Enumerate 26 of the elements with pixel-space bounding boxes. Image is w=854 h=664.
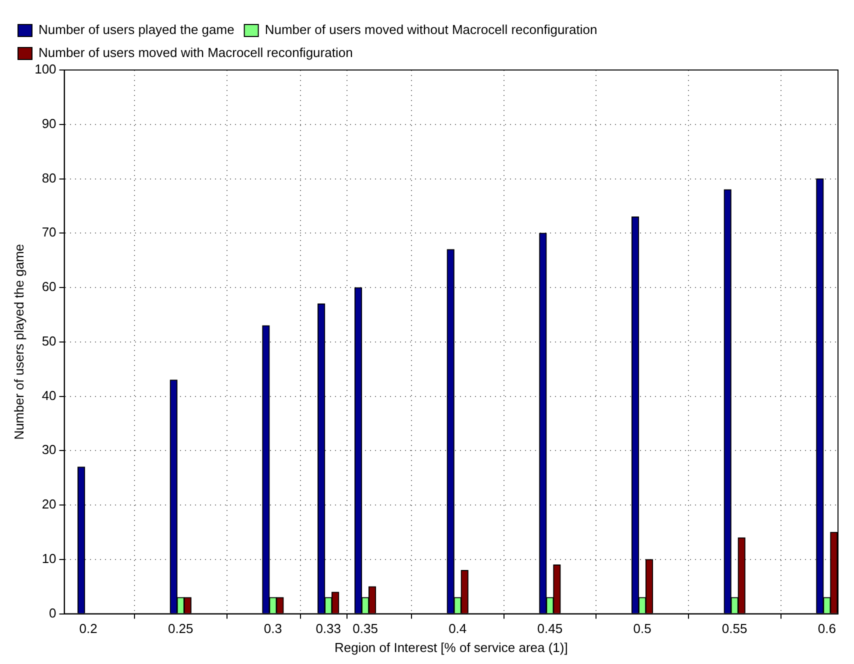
y-axis-title: Number of users played the game: [11, 244, 26, 440]
y-tick-label: 40: [42, 388, 56, 403]
x-tick-label: 0.6: [818, 621, 836, 636]
x-tick-label: 0.55: [722, 621, 748, 636]
y-tick-label: 100: [34, 62, 56, 77]
x-tick-label: 0.45: [537, 621, 563, 636]
x-tick-label: 0.4: [448, 621, 467, 636]
y-tick-label: 20: [42, 496, 56, 512]
y-tick-label: 70: [42, 224, 56, 240]
y-tick-label: 80: [42, 170, 56, 186]
x-tick-label: 0.3: [264, 621, 282, 636]
y-tick-label: 30: [42, 442, 56, 458]
x-axis-title: Region of Interest [% of service area (1)]: [334, 640, 568, 655]
x-tick-label: 0.25: [168, 621, 194, 636]
legend-label: Number of users moved with Macrocell reconfiguration: [38, 45, 353, 60]
y-tick-label: 60: [42, 279, 56, 294]
legend-label: Number of users moved without Macrocell reconfiguration: [264, 22, 598, 38]
y-tick-label: 90: [42, 116, 56, 131]
x-tick-label: 0.35: [352, 621, 378, 636]
x-tick-label: 0.33: [316, 621, 342, 636]
legend-label: Number of users played the game: [38, 22, 234, 38]
y-tick-label: 50: [42, 333, 56, 348]
x-tick-label: 0.2: [79, 621, 98, 636]
y-tick-label: 0: [49, 605, 56, 620]
x-tick-label: 0.5: [633, 621, 652, 636]
y-tick-label: 10: [42, 551, 56, 566]
